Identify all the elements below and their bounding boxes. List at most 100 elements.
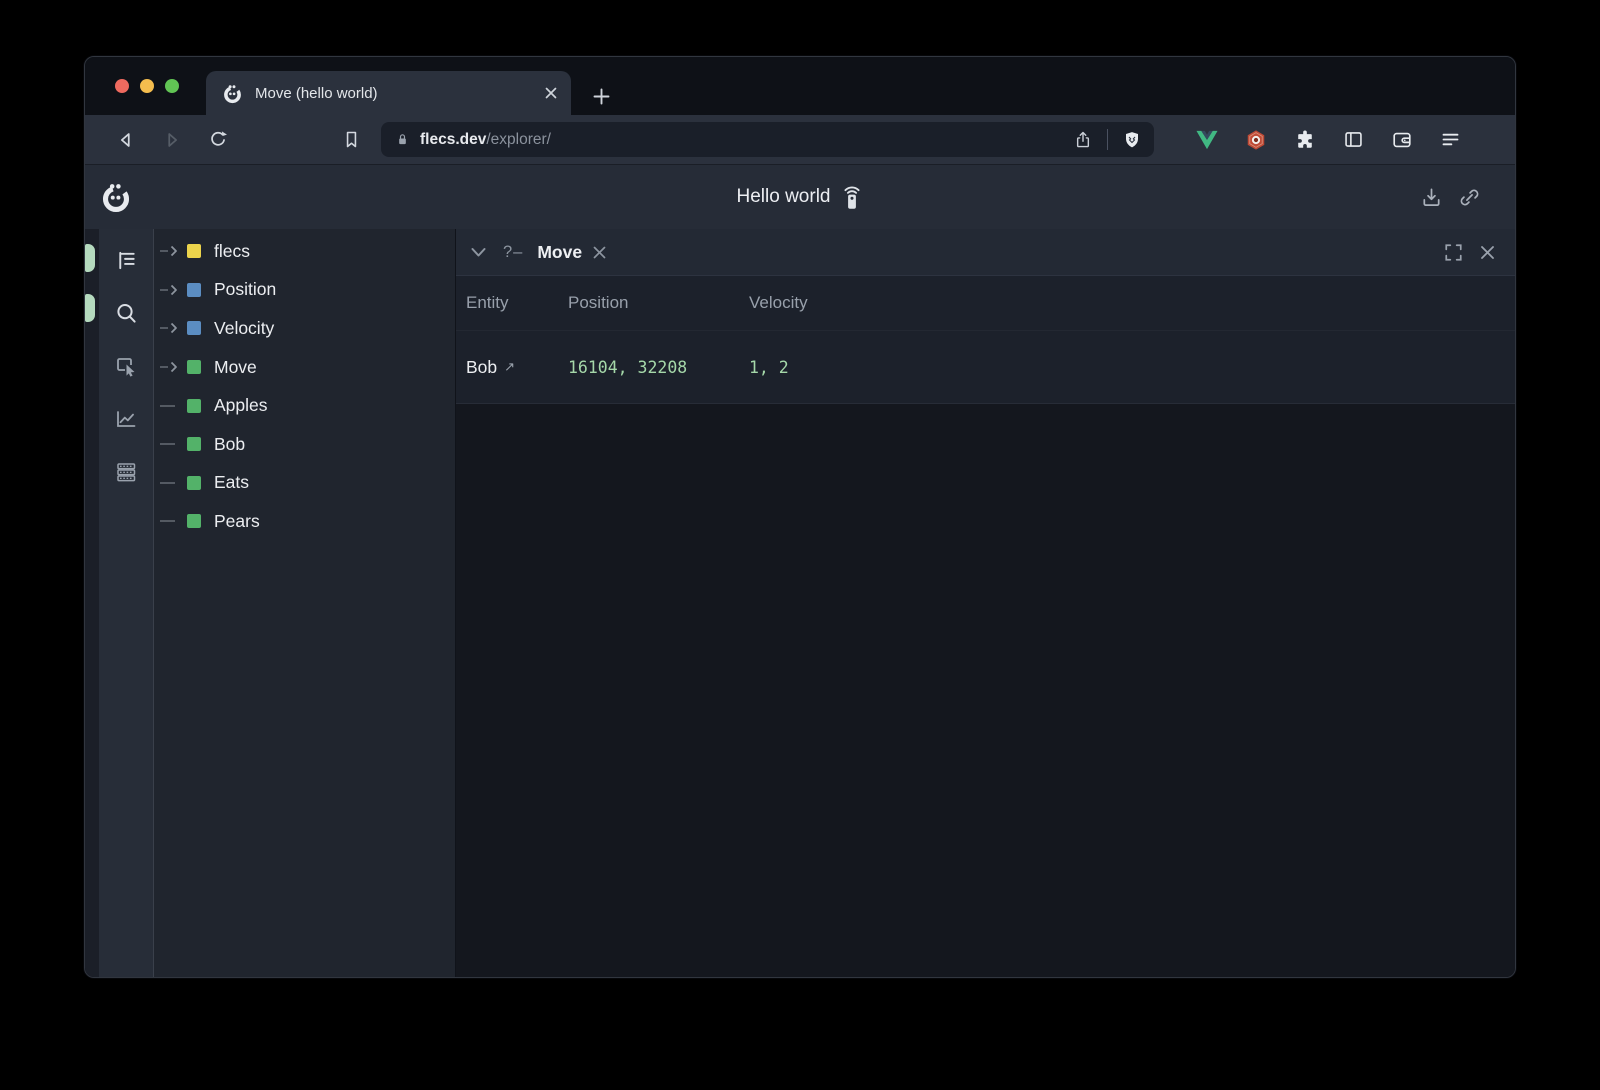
explorer-body: flecs Position Velocity Move Apples bbox=[85, 229, 1515, 977]
browser-window: Move (hello world) bbox=[84, 56, 1516, 978]
tree-item-label: Move bbox=[214, 356, 257, 377]
tree-item-eats[interactable]: Eats bbox=[154, 464, 455, 503]
query-panel-header: ?– Move bbox=[456, 229, 1515, 276]
entity-name[interactable]: Bob bbox=[466, 356, 498, 377]
tree-item-label: Apples bbox=[214, 395, 268, 416]
entity-kind-swatch bbox=[187, 321, 201, 336]
entity-kind-swatch bbox=[187, 514, 201, 529]
leaf-connector bbox=[160, 520, 175, 523]
query-panel-indicator bbox=[85, 294, 95, 322]
tree-item-bob[interactable]: Bob bbox=[154, 425, 455, 464]
back-icon[interactable] bbox=[112, 126, 140, 154]
velocity-value: 1, 2 bbox=[749, 357, 789, 377]
tree-item-position[interactable]: Position bbox=[154, 271, 455, 310]
share-icon[interactable] bbox=[1073, 130, 1093, 150]
remote-connection-icon bbox=[841, 184, 863, 210]
query-type-icon: ?– bbox=[503, 242, 524, 261]
tree-item-pears[interactable]: Pears bbox=[154, 502, 455, 541]
tree-item-move[interactable]: Move bbox=[154, 348, 455, 387]
menu-icon[interactable] bbox=[1440, 129, 1461, 150]
table-header-row: Entity Position Velocity bbox=[456, 276, 1515, 331]
expand-chevron-icon[interactable] bbox=[160, 361, 180, 373]
tree-item-label: Position bbox=[214, 279, 277, 300]
lock-icon bbox=[394, 131, 411, 148]
tree-item-velocity[interactable]: Velocity bbox=[154, 309, 455, 348]
new-tab-button[interactable] bbox=[593, 88, 610, 105]
query-results-table: Entity Position Velocity Bob ↗ 16104, 32… bbox=[456, 276, 1515, 404]
entity-kind-swatch bbox=[187, 282, 201, 297]
tree-item-label: Bob bbox=[214, 433, 246, 454]
forward-icon[interactable] bbox=[158, 126, 186, 154]
query-title: Move bbox=[537, 241, 583, 262]
entity-cell[interactable]: Bob ↗ bbox=[466, 357, 568, 378]
traffic-lights bbox=[115, 79, 179, 93]
close-window-button[interactable] bbox=[115, 79, 129, 93]
wallet-icon[interactable] bbox=[1391, 129, 1413, 151]
header-actions bbox=[1420, 186, 1481, 209]
entity-kind-swatch bbox=[187, 360, 201, 375]
extensions-puzzle-icon[interactable] bbox=[1294, 129, 1316, 151]
tree-item-apples[interactable]: Apples bbox=[154, 386, 455, 425]
table-row[interactable]: Bob ↗ 16104, 32208 1, 2 bbox=[456, 331, 1515, 403]
tree-item-flecs[interactable]: flecs bbox=[154, 232, 455, 271]
minimize-window-button[interactable] bbox=[140, 79, 154, 93]
url-text: flecs.dev/explorer/ bbox=[420, 131, 551, 149]
column-header-velocity: Velocity bbox=[749, 293, 808, 312]
vue-devtools-icon[interactable] bbox=[1196, 130, 1218, 150]
query-panel-empty-area bbox=[456, 404, 1515, 977]
panel-indicator-strip bbox=[85, 229, 99, 977]
link-icon[interactable] bbox=[1458, 186, 1481, 209]
tree-item-label: Eats bbox=[214, 472, 250, 493]
flecs-favicon bbox=[222, 83, 243, 104]
query-header-actions bbox=[1444, 243, 1495, 262]
leaf-connector bbox=[160, 443, 175, 446]
entity-kind-swatch bbox=[187, 398, 201, 413]
tree-view-icon[interactable] bbox=[114, 248, 138, 272]
reload-icon[interactable] bbox=[204, 126, 232, 154]
entity-link-icon[interactable]: ↗ bbox=[504, 359, 516, 374]
url-path: /explorer/ bbox=[486, 130, 551, 148]
tab-strip: Move (hello world) bbox=[85, 57, 1515, 115]
world-title: Hello world bbox=[736, 186, 831, 207]
extension-icons bbox=[1196, 129, 1461, 151]
tree-item-label: Pears bbox=[214, 510, 260, 531]
tab-title: Move (hello world) bbox=[255, 84, 378, 102]
column-header-entity: Entity bbox=[466, 293, 509, 312]
expand-chevron-icon[interactable] bbox=[160, 245, 180, 257]
download-icon[interactable] bbox=[1420, 186, 1443, 209]
browser-toolbar: flecs.dev/explorer/ bbox=[85, 115, 1515, 164]
inspector-icon[interactable] bbox=[114, 354, 138, 378]
expand-chevron-icon[interactable] bbox=[160, 284, 180, 296]
query-panel: ?– Move Entity Positio bbox=[456, 229, 1515, 977]
url-host: flecs.dev bbox=[420, 130, 487, 148]
column-header-position: Position bbox=[568, 293, 629, 312]
entity-kind-swatch bbox=[187, 475, 201, 490]
query-clear-icon[interactable] bbox=[593, 246, 606, 259]
search-icon[interactable] bbox=[114, 301, 138, 325]
tab-close-icon[interactable] bbox=[545, 87, 557, 99]
entity-kind-swatch bbox=[187, 244, 201, 259]
tree-item-label: flecs bbox=[214, 240, 250, 261]
rows-console-icon[interactable] bbox=[114, 460, 138, 484]
leaf-connector bbox=[160, 481, 175, 484]
tree-item-label: Velocity bbox=[214, 317, 275, 338]
panel-close-icon[interactable] bbox=[1480, 245, 1495, 260]
bookmark-icon[interactable] bbox=[337, 126, 365, 154]
world-title-wrap: Hello world bbox=[85, 184, 1515, 210]
expand-chevron-icon[interactable] bbox=[160, 322, 180, 334]
icon-rail bbox=[99, 229, 153, 977]
browser-tab[interactable]: Move (hello world) bbox=[206, 71, 571, 115]
collapse-chevron-icon[interactable] bbox=[471, 247, 486, 258]
sidebar-toggle-icon[interactable] bbox=[1343, 129, 1364, 150]
tree-panel-indicator bbox=[85, 244, 95, 272]
brave-shield-icon[interactable] bbox=[1122, 130, 1142, 150]
address-bar-divider bbox=[1107, 129, 1108, 150]
entity-kind-swatch bbox=[187, 437, 201, 452]
hexagon-extension-icon[interactable] bbox=[1245, 129, 1267, 151]
flecs-logo bbox=[99, 180, 133, 214]
fullscreen-icon[interactable] bbox=[1444, 243, 1463, 262]
explorer-header: Hello world bbox=[85, 164, 1515, 229]
address-bar[interactable]: flecs.dev/explorer/ bbox=[381, 122, 1154, 157]
zoom-window-button[interactable] bbox=[165, 79, 179, 93]
stats-chart-icon[interactable] bbox=[114, 407, 138, 431]
